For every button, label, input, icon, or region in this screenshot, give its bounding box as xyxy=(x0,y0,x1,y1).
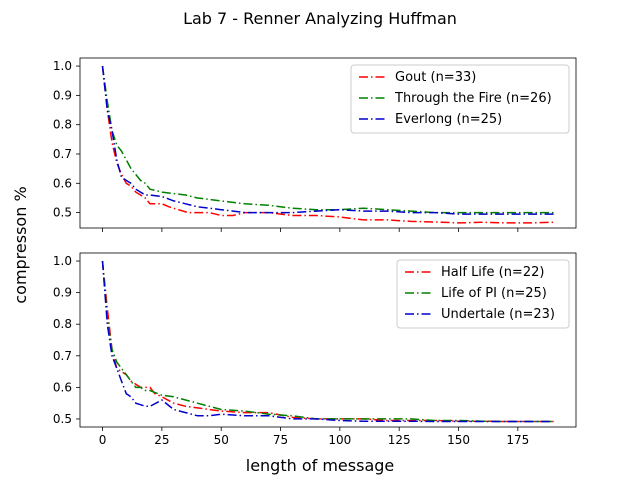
bottom-series-line-2 xyxy=(101,261,554,423)
figure-title: Lab 7 - Renner Analyzing Huffman xyxy=(183,9,457,28)
top-legend: Gout (n=33) Through the Fire (n=26) Everlo… xyxy=(350,64,570,134)
top-legend-label-1: Through the Fire (n=26) xyxy=(394,91,552,106)
x-axis-label: length of message xyxy=(246,456,395,475)
top-y-tick-label: 1.0 xyxy=(53,59,72,73)
top-series-line-2 xyxy=(101,66,554,215)
top-y-tick-label: 0.6 xyxy=(53,176,72,190)
bottom-y-tick-label: 1.0 xyxy=(53,254,72,268)
bottom-x-tick-label: 150 xyxy=(447,433,470,447)
top-y-tick-label: 0.8 xyxy=(53,118,72,132)
bottom-legend-box xyxy=(396,259,570,329)
bottom-x-tick-label: 100 xyxy=(328,433,351,447)
bottom-legend-label-0: Half Life (n=22) xyxy=(441,265,544,280)
top-axes-frame xyxy=(79,57,577,229)
top-legend-box xyxy=(350,64,570,134)
bottom-x-tick-label: 125 xyxy=(388,433,411,447)
bottom-legend-label-1: Life of PI (n=25) xyxy=(441,286,547,301)
top-series-line-0 xyxy=(101,66,554,224)
bottom-y-tick-label: 0.7 xyxy=(53,349,72,363)
top-y-tick-label: 0.5 xyxy=(53,206,72,220)
top-legend-label-0: Gout (n=33) xyxy=(395,70,476,85)
bottom-x-tick-label: 0 xyxy=(99,433,107,447)
top-y-tick-label: 0.9 xyxy=(53,88,72,102)
y-axis-label: compresson % xyxy=(11,186,30,303)
bottom-x-tick-label: 175 xyxy=(506,433,529,447)
bottom-y-tick-label: 0.8 xyxy=(53,317,72,331)
bottom-y-tick-label: 0.9 xyxy=(53,286,72,300)
bottom-series-line-1 xyxy=(101,261,554,423)
bottom-y-tick-label: 0.6 xyxy=(53,380,72,394)
bottom-legend-label-2: Undertale (n=23) xyxy=(441,307,555,322)
bottom-x-tick-label: 75 xyxy=(273,433,288,447)
bottom-x-tick-label: 25 xyxy=(154,433,169,447)
top-chart-panel: 0.5 0.6 0.7 0.8 0.9 1.0 Gout (n=33) Through the… xyxy=(53,57,577,232)
bottom-axes-frame xyxy=(79,252,577,428)
bottom-y-tick-label: 0.5 xyxy=(53,412,72,426)
top-legend-label-2: Everlong (n=25) xyxy=(395,112,502,127)
bottom-chart-panel: 0 25 50 75 100 125 150 175 0.5 0.6 0.7 0.8 0.9 1.0 Hal… xyxy=(53,252,577,447)
bottom-x-tick-label: 50 xyxy=(214,433,229,447)
top-y-tick-label: 0.7 xyxy=(53,147,72,161)
bottom-legend: Half Life (n=22) Life of PI (n=25) Underta… xyxy=(396,259,570,329)
